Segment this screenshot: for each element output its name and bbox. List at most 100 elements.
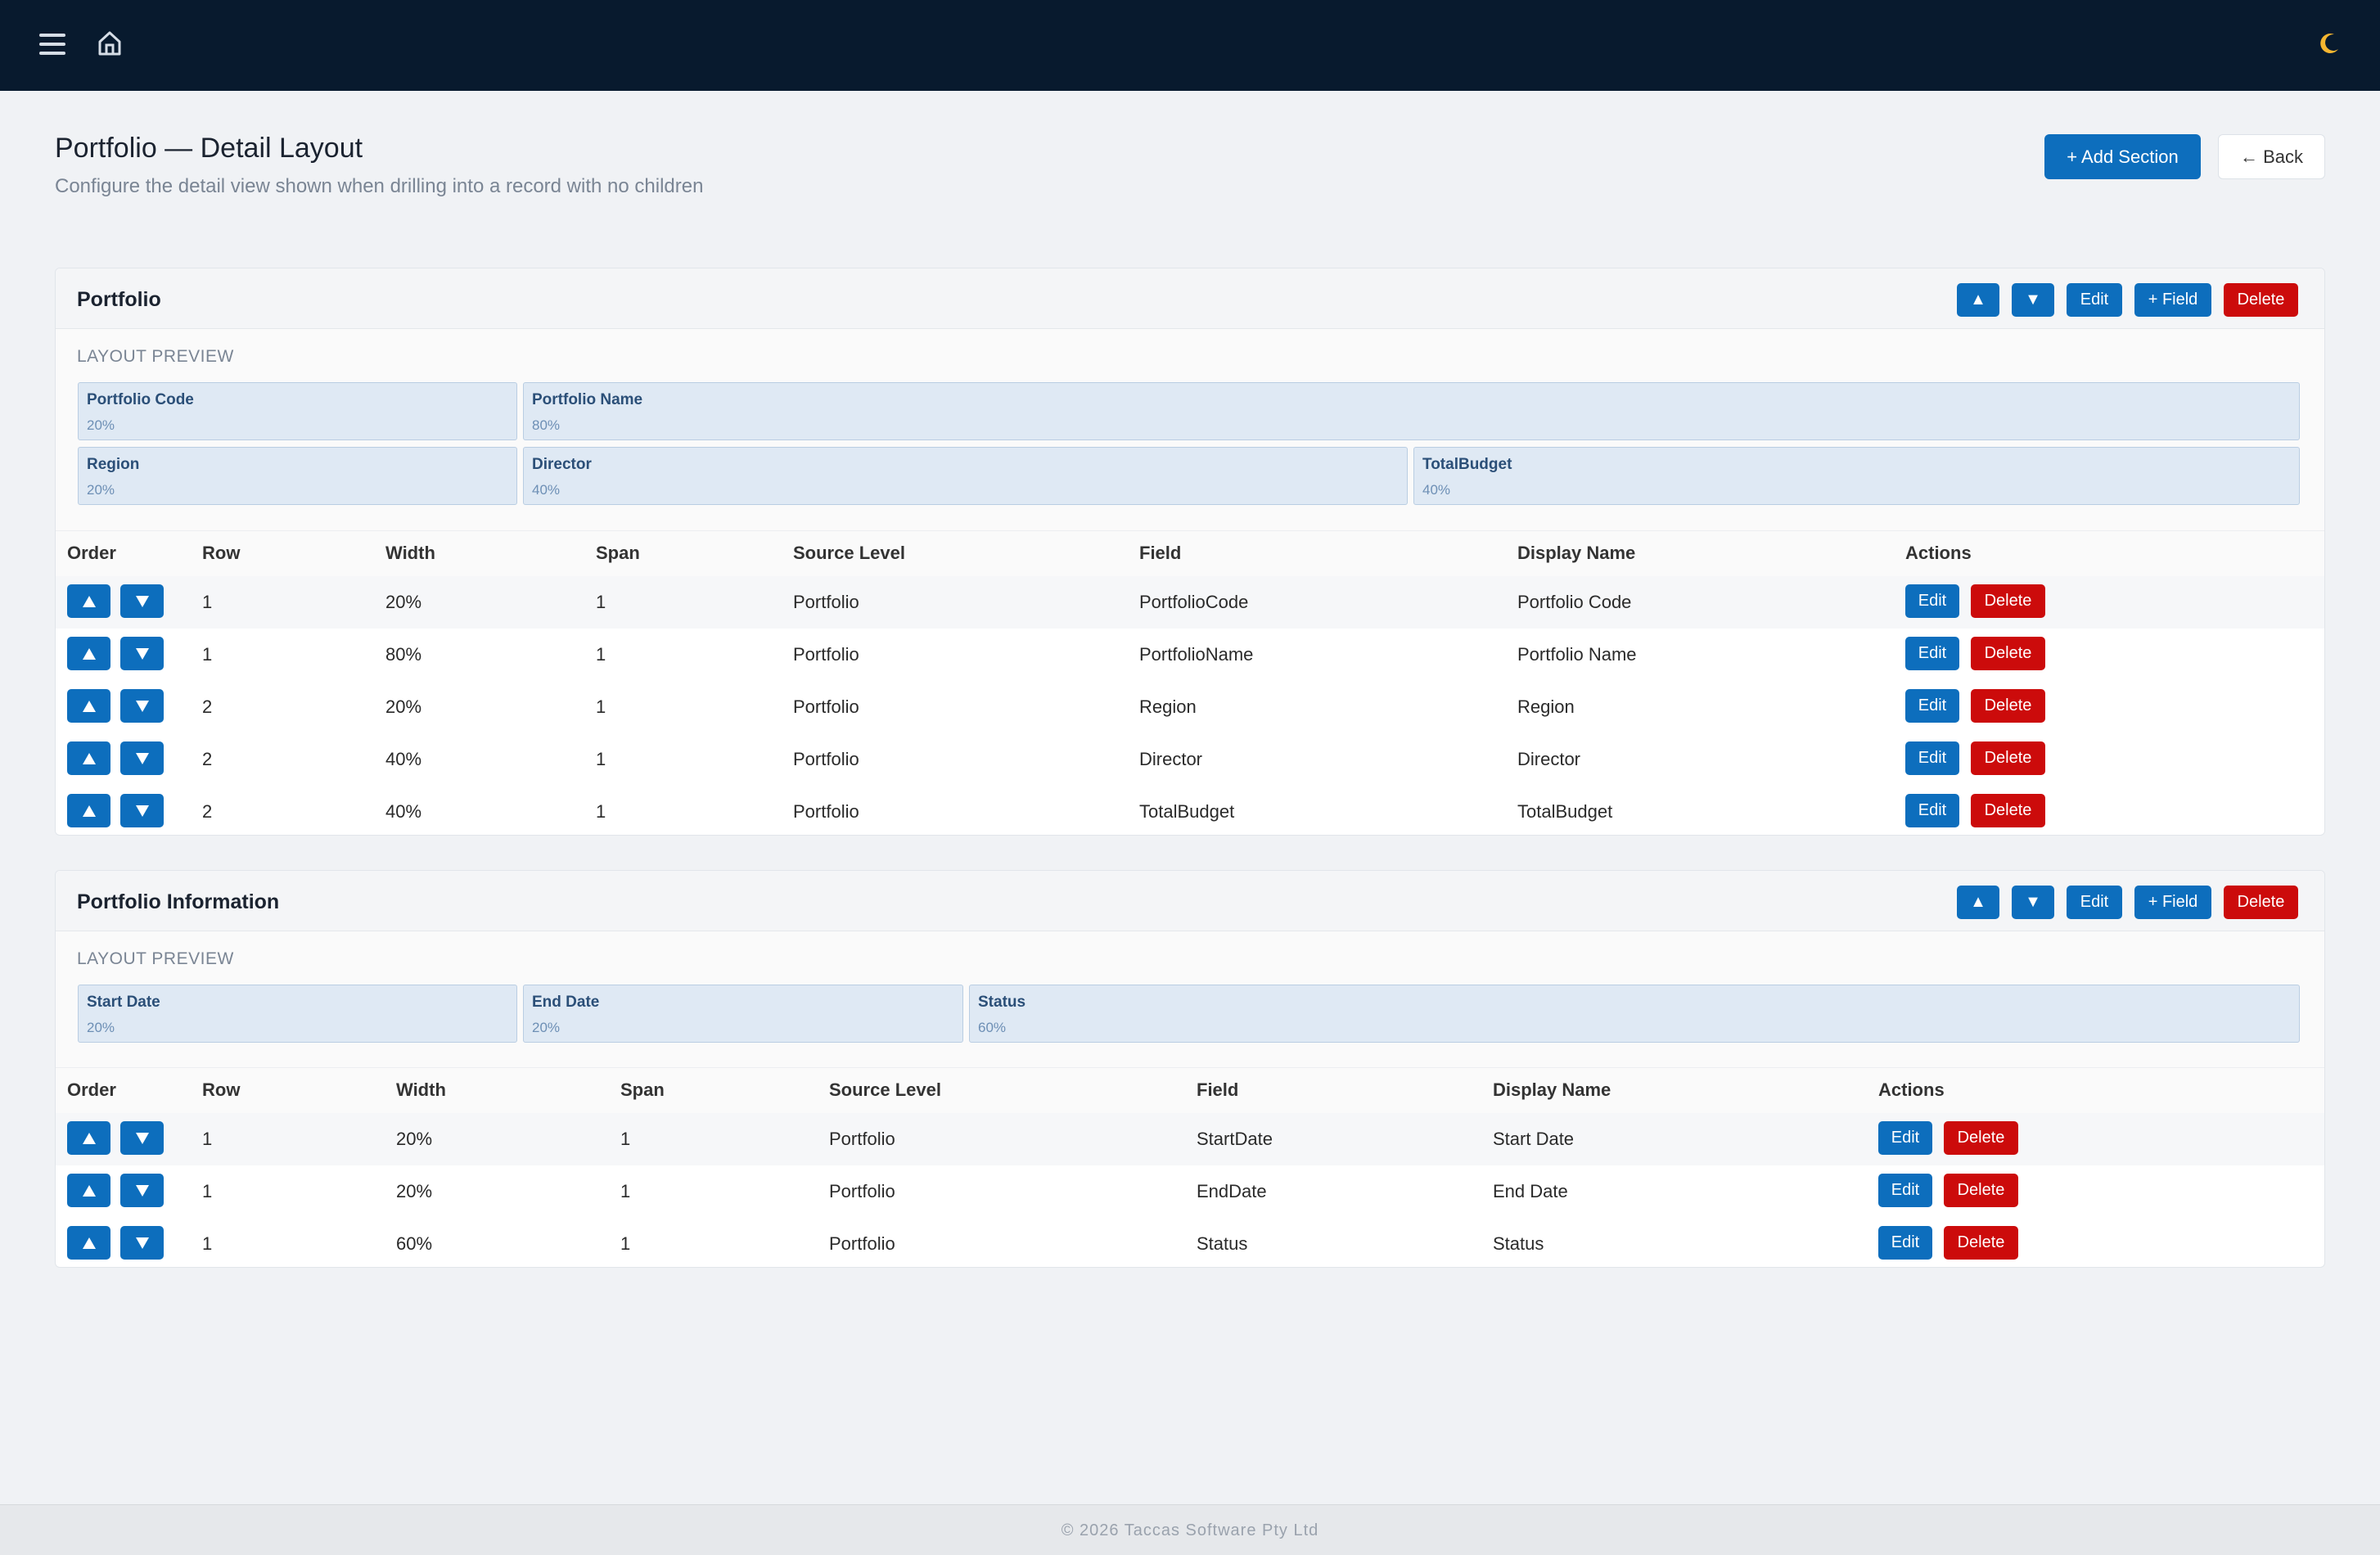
delete-field-button[interactable]: Delete bbox=[1971, 741, 2045, 775]
delete-field-button[interactable]: Delete bbox=[1971, 794, 2045, 827]
edit-field-button[interactable]: Edit bbox=[1878, 1174, 1932, 1207]
table-row: 2 40% 1 Portfolio TotalBudget TotalBudge… bbox=[56, 786, 2324, 835]
add-field-button[interactable]: + Field bbox=[2134, 886, 2211, 919]
page-title: Portfolio — Detail Layout bbox=[55, 133, 363, 164]
preview-cell-name: Portfolio Code bbox=[87, 391, 194, 408]
preview-cell-name: Portfolio Name bbox=[532, 391, 643, 408]
delete-field-button[interactable]: Delete bbox=[1971, 584, 2045, 618]
edit-field-button[interactable]: Edit bbox=[1905, 794, 1959, 827]
preview-cell-width: 80% bbox=[532, 417, 561, 433]
delete-section-button[interactable]: Delete bbox=[2224, 283, 2298, 317]
cell-field: StartDate bbox=[1197, 1129, 1273, 1149]
edit-field-button[interactable]: Edit bbox=[1905, 584, 1959, 618]
move-field-down-button[interactable] bbox=[120, 1174, 164, 1207]
move-section-up-button[interactable]: ▲ bbox=[1957, 283, 1999, 317]
preview-cell: Start Date 20% bbox=[78, 985, 517, 1043]
cell-field: Region bbox=[1139, 696, 1197, 717]
table-row: 1 60% 1 Portfolio Status Status Edit Del… bbox=[56, 1218, 2324, 1267]
preview-cell-width: 20% bbox=[87, 417, 115, 433]
move-section-up-button[interactable]: ▲ bbox=[1957, 886, 1999, 919]
move-field-down-button[interactable] bbox=[120, 794, 164, 827]
move-field-down-button[interactable] bbox=[120, 1226, 164, 1260]
column-header: Width bbox=[385, 543, 435, 563]
move-field-up-button[interactable] bbox=[67, 794, 110, 827]
home-icon[interactable] bbox=[97, 29, 123, 57]
add-section-button[interactable]: + Add Section bbox=[2044, 134, 2201, 179]
add-field-button[interactable]: + Field bbox=[2134, 283, 2211, 317]
cell-row: 1 bbox=[202, 644, 213, 665]
back-button[interactable]: ← Back bbox=[2218, 134, 2325, 179]
layout-preview: LAYOUT PREVIEW Start Date 20% End Date 2… bbox=[56, 931, 2324, 1067]
cell-source-level: Portfolio bbox=[793, 749, 859, 769]
column-header: Display Name bbox=[1517, 543, 1636, 563]
edit-field-button[interactable]: Edit bbox=[1878, 1226, 1932, 1260]
delete-field-button[interactable]: Delete bbox=[1944, 1226, 2018, 1260]
column-header: Order bbox=[67, 1079, 116, 1100]
cell-display-name: TotalBudget bbox=[1517, 801, 1613, 822]
column-header: Row bbox=[202, 1079, 241, 1100]
hamburger-menu-icon[interactable] bbox=[38, 29, 67, 59]
layout-section-portfolio: Portfolio ▲ ▼ Edit + Field Delete LAYOUT… bbox=[55, 268, 2325, 836]
delete-field-button[interactable]: Delete bbox=[1944, 1121, 2018, 1155]
cell-width: 40% bbox=[385, 801, 422, 822]
move-field-up-button[interactable] bbox=[67, 1226, 110, 1260]
cell-field: PortfolioCode bbox=[1139, 592, 1249, 612]
fields-table-header: Order Row Width Span Source Level Field … bbox=[56, 1067, 2324, 1113]
column-header: Span bbox=[620, 1079, 665, 1100]
cell-field: Status bbox=[1197, 1233, 1248, 1254]
edit-section-button[interactable]: Edit bbox=[2067, 283, 2122, 317]
preview-cell-name: End Date bbox=[532, 994, 600, 1011]
column-header: Order bbox=[67, 543, 116, 563]
cell-width: 20% bbox=[396, 1129, 433, 1149]
delete-section-button[interactable]: Delete bbox=[2224, 886, 2298, 919]
cell-width: 80% bbox=[385, 644, 422, 665]
moon-icon[interactable] bbox=[2315, 29, 2342, 57]
move-field-up-button[interactable] bbox=[67, 584, 110, 618]
preview-cell-width: 40% bbox=[1422, 482, 1451, 498]
cell-row: 1 bbox=[202, 1181, 213, 1201]
cell-display-name: Director bbox=[1517, 749, 1581, 769]
table-row: 1 20% 1 Portfolio EndDate End Date Edit … bbox=[56, 1165, 2324, 1218]
layout-preview: LAYOUT PREVIEW Portfolio Code 20% Portfo… bbox=[56, 329, 2324, 530]
move-field-down-button[interactable] bbox=[120, 1121, 164, 1155]
edit-field-button[interactable]: Edit bbox=[1905, 689, 1959, 723]
move-field-up-button[interactable] bbox=[67, 689, 110, 723]
move-field-down-button[interactable] bbox=[120, 689, 164, 723]
section-header: Portfolio ▲ ▼ Edit + Field Delete bbox=[56, 268, 2324, 329]
move-field-up-button[interactable] bbox=[67, 1174, 110, 1207]
move-section-down-button[interactable]: ▼ bbox=[2012, 283, 2054, 317]
column-header: Width bbox=[396, 1079, 446, 1100]
edit-field-button[interactable]: Edit bbox=[1905, 741, 1959, 775]
cell-display-name: Portfolio Code bbox=[1517, 592, 1632, 612]
move-field-down-button[interactable] bbox=[120, 637, 164, 670]
edit-section-button[interactable]: Edit bbox=[2067, 886, 2122, 919]
move-field-up-button[interactable] bbox=[67, 1121, 110, 1155]
cell-span: 1 bbox=[596, 644, 606, 665]
cell-display-name: Region bbox=[1517, 696, 1575, 717]
cell-span: 1 bbox=[596, 749, 606, 769]
preview-cell: End Date 20% bbox=[523, 985, 963, 1043]
move-field-up-button[interactable] bbox=[67, 637, 110, 670]
column-header: Field bbox=[1197, 1079, 1239, 1100]
move-section-down-button[interactable]: ▼ bbox=[2012, 886, 2054, 919]
preview-cell-width: 40% bbox=[532, 482, 561, 498]
preview-cell-width: 60% bbox=[978, 1020, 1007, 1035]
cell-field: PortfolioName bbox=[1139, 644, 1254, 665]
move-field-down-button[interactable] bbox=[120, 584, 164, 618]
move-field-up-button[interactable] bbox=[67, 741, 110, 775]
cell-display-name: Portfolio Name bbox=[1517, 644, 1637, 665]
delete-field-button[interactable]: Delete bbox=[1944, 1174, 2018, 1207]
cell-source-level: Portfolio bbox=[793, 644, 859, 665]
move-field-down-button[interactable] bbox=[120, 741, 164, 775]
cell-display-name: End Date bbox=[1493, 1181, 1568, 1201]
edit-field-button[interactable]: Edit bbox=[1905, 637, 1959, 670]
cell-width: 40% bbox=[385, 749, 422, 769]
edit-field-button[interactable]: Edit bbox=[1878, 1121, 1932, 1155]
column-header: Span bbox=[596, 543, 640, 563]
table-row: 1 80% 1 Portfolio PortfolioName Portfoli… bbox=[56, 629, 2324, 681]
delete-field-button[interactable]: Delete bbox=[1971, 689, 2045, 723]
cell-row: 1 bbox=[202, 592, 213, 612]
delete-field-button[interactable]: Delete bbox=[1971, 637, 2045, 670]
top-navigation-bar bbox=[0, 0, 2380, 91]
page-subtitle: Configure the detail view shown when dri… bbox=[55, 175, 704, 197]
